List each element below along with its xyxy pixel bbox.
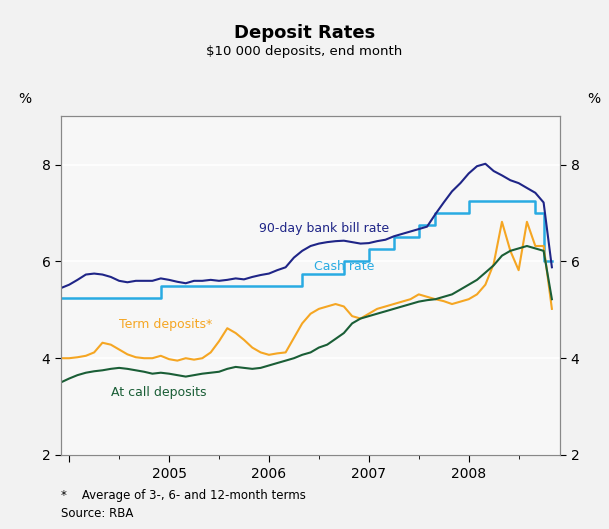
Text: At call deposits: At call deposits: [111, 386, 206, 399]
Text: Source: RBA: Source: RBA: [61, 507, 133, 520]
Text: *    Average of 3-, 6- and 12-month terms: * Average of 3-, 6- and 12-month terms: [61, 489, 306, 503]
Text: Cash rate: Cash rate: [314, 260, 375, 273]
Text: Deposit Rates: Deposit Rates: [234, 24, 375, 42]
Text: $10 000 deposits, end month: $10 000 deposits, end month: [206, 45, 403, 58]
Text: %: %: [588, 92, 601, 106]
Text: 90-day bank bill rate: 90-day bank bill rate: [259, 223, 389, 235]
Text: %: %: [18, 92, 32, 106]
Text: Term deposits*: Term deposits*: [119, 318, 213, 331]
